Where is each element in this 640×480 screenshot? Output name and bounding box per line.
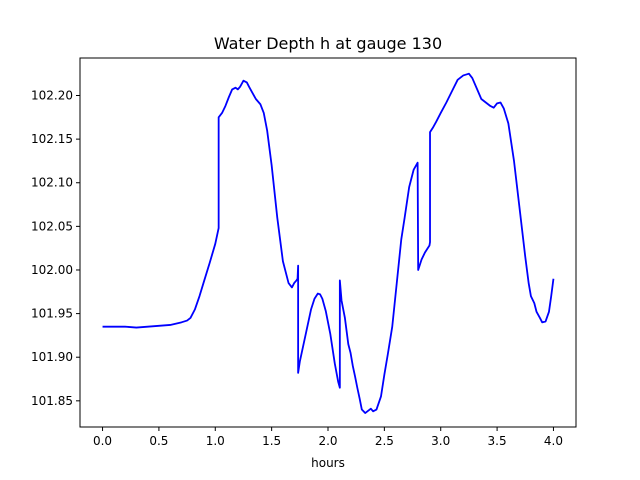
y-tick-label: 101.90 <box>31 350 73 364</box>
plot-frame <box>79 57 577 428</box>
series-line <box>102 72 555 414</box>
x-tick-label: 2.0 <box>318 434 337 448</box>
plot-area <box>80 58 576 427</box>
x-tick-label: 3.0 <box>431 434 450 448</box>
y-tick-label: 101.95 <box>31 307 73 321</box>
x-tick-label: 1.0 <box>206 434 225 448</box>
x-tick-label: 4.0 <box>544 434 563 448</box>
x-tick-label: 3.5 <box>488 434 507 448</box>
x-axis-label: hours <box>311 456 345 470</box>
y-tick-label: 102.05 <box>31 219 73 233</box>
x-tick-label: 1.5 <box>262 434 281 448</box>
chart-title: Water Depth h at gauge 130 <box>214 34 442 53</box>
x-tick-label: 0.5 <box>149 434 168 448</box>
y-tick-label: 102.15 <box>31 132 73 146</box>
x-axis-ticks: 0.0 0.5 1.0 1.5 2.0 2.5 3.0 3.5 4.0 <box>93 427 563 448</box>
x-tick-label: 0.0 <box>93 434 112 448</box>
y-tick-label: 102.20 <box>31 89 73 103</box>
y-tick-label: 102.00 <box>31 263 73 277</box>
y-tick-label: 102.10 <box>31 176 73 190</box>
series-layer <box>102 72 555 414</box>
x-tick-label: 2.5 <box>375 434 394 448</box>
y-axis-ticks: 101.85 101.90 101.95 102.00 102.05 102.10 102.… <box>31 89 80 408</box>
y-tick-label: 101.85 <box>31 394 73 408</box>
